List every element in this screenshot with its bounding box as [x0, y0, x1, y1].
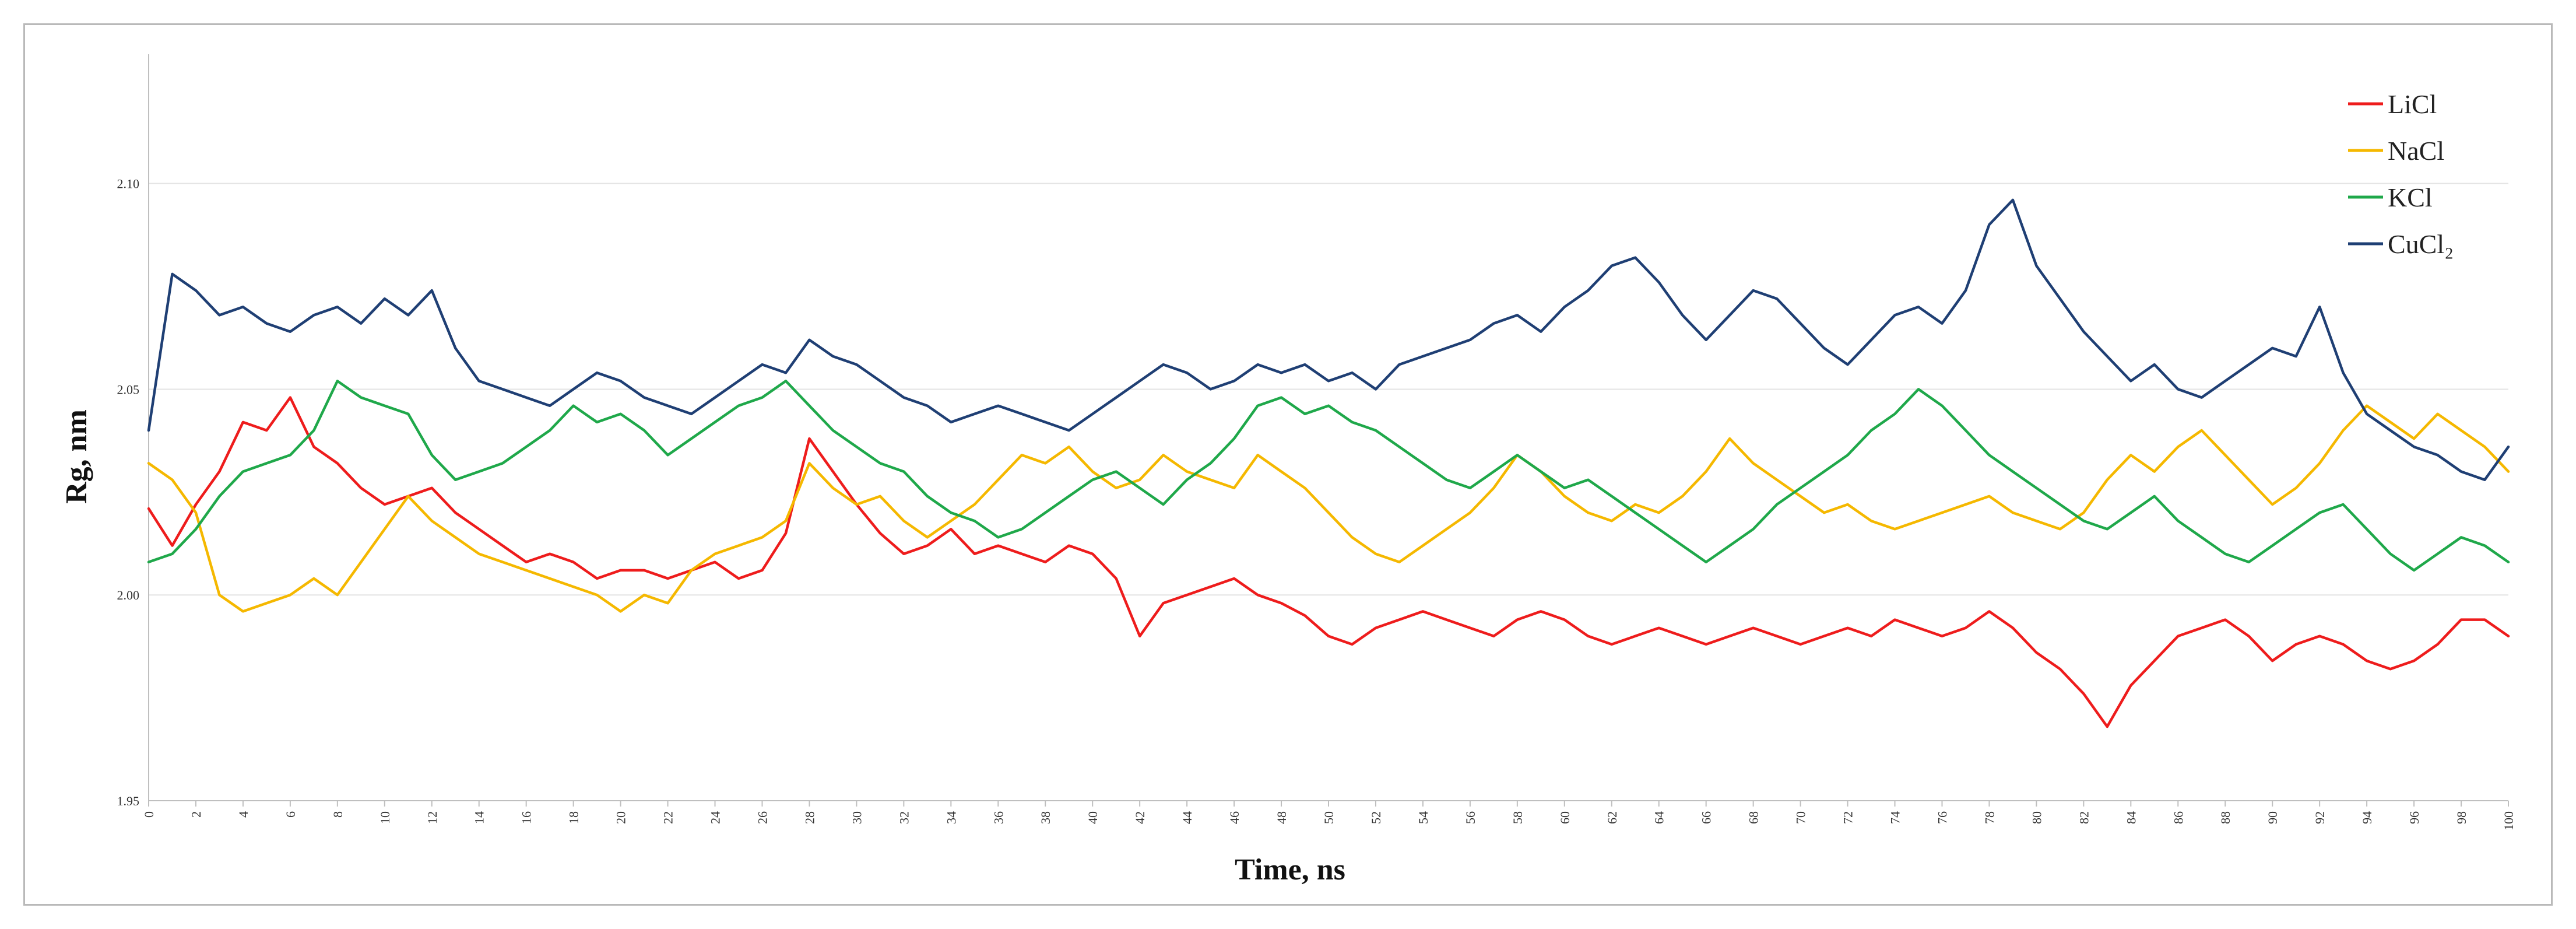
x-tick-label: 40: [1085, 811, 1100, 824]
x-tick-label: 34: [944, 811, 958, 824]
x-tick-label: 14: [472, 811, 487, 824]
x-tick-label: 96: [2407, 811, 2422, 824]
rg-time-line-chart: 1.952.002.052.100 2 4 6 8 10 12 14 16 18 20 22 24 26 2…: [60, 54, 2517, 886]
legend-label: LiCl: [2388, 89, 2437, 119]
x-tick-label: 36: [991, 811, 1006, 824]
legend-label: KCl: [2388, 183, 2433, 212]
x-tick-label: 10: [378, 811, 392, 824]
x-tick-label: 0: [142, 811, 156, 818]
x-tick-label: 24: [708, 811, 723, 824]
series-line-kcl: [147, 380, 2510, 572]
y-axis-title: Rg, nm: [60, 409, 93, 504]
x-tick-label: 64: [1652, 811, 1667, 824]
x-tick-label: 58: [1510, 811, 1525, 824]
x-tick-label: 16: [519, 811, 534, 824]
x-tick-label: 100: [2501, 811, 2516, 830]
x-tick-label: 22: [661, 811, 676, 824]
x-tick-label: 38: [1038, 811, 1053, 824]
series-line-nacl: [147, 404, 2510, 613]
x-tick-label: 50: [1322, 811, 1336, 824]
y-tick-label: 2.00: [117, 588, 140, 602]
x-tick-label: 54: [1416, 811, 1431, 824]
x-tick-label: 92: [2313, 811, 2327, 824]
x-axis-title: Time, ns: [1235, 853, 1345, 886]
x-tick-label: 66: [1699, 811, 1714, 824]
x-tick-label: 86: [2171, 811, 2185, 824]
x-tick-label: 26: [755, 811, 769, 824]
x-tick-label: 70: [1794, 811, 1808, 824]
x-tick-label: 82: [2076, 811, 2091, 824]
x-tick-label: 46: [1227, 811, 1242, 824]
series-line-cucl: [147, 198, 2510, 481]
x-tick-label: 32: [897, 811, 911, 824]
x-tick-label: 48: [1274, 811, 1289, 824]
gridlines: [149, 183, 2508, 596]
y-tick-label: 2.10: [117, 177, 140, 191]
x-tick-label: 84: [2124, 811, 2138, 824]
x-tick-label: 72: [1841, 811, 1855, 824]
data-series: [147, 198, 2510, 728]
y-tick-label: 2.05: [117, 382, 140, 397]
x-tick-label: 62: [1605, 811, 1619, 824]
x-tick-label: 90: [2265, 811, 2280, 824]
x-tick-label: 94: [2360, 811, 2374, 824]
x-tick-label: 30: [849, 811, 864, 824]
x-tick-label: 76: [1935, 811, 1949, 824]
tick-labels: 1.952.002.052.100 2 4 6 8 10 12 14 16 18 20 22 24 26 2…: [117, 177, 2517, 830]
series-line-licl: [147, 396, 2510, 728]
x-tick-label: 44: [1180, 811, 1194, 824]
x-tick-label: 68: [1746, 811, 1761, 824]
x-tick-label: 56: [1463, 811, 1478, 824]
x-tick-label: 74: [1888, 811, 1903, 824]
x-tick-label: 20: [614, 811, 628, 824]
x-tick-label: 8: [331, 811, 345, 818]
x-tick-label: 80: [2029, 811, 2044, 824]
chart-frame: 1.95 2.00 2.05 2.10 0 2 4 6 8 10 12 14 16 18 20 22 24 26 2…: [23, 23, 2553, 906]
x-tick-label: 2: [189, 811, 203, 818]
x-tick-label: 52: [1369, 811, 1383, 824]
x-tick-label: 6: [283, 811, 298, 818]
axes: [148, 54, 2509, 807]
x-tick-label: 98: [2454, 811, 2469, 824]
y-tick-label: 1.95: [117, 794, 140, 808]
legend-label: CuCl₂: [2388, 229, 2454, 259]
x-tick-label: 18: [567, 811, 581, 824]
legend-label: NaCl: [2388, 136, 2444, 166]
x-tick-label: 28: [802, 811, 817, 824]
x-tick-label: 60: [1558, 811, 1572, 824]
x-tick-label: 4: [236, 811, 251, 818]
legend: LiCl NaCl KCl CuCl₂: [2348, 89, 2454, 259]
x-tick-label: 88: [2218, 811, 2233, 824]
x-tick-label: 12: [425, 811, 440, 824]
x-tick-label: 78: [1982, 811, 1997, 824]
x-tick-label: 42: [1133, 811, 1147, 824]
